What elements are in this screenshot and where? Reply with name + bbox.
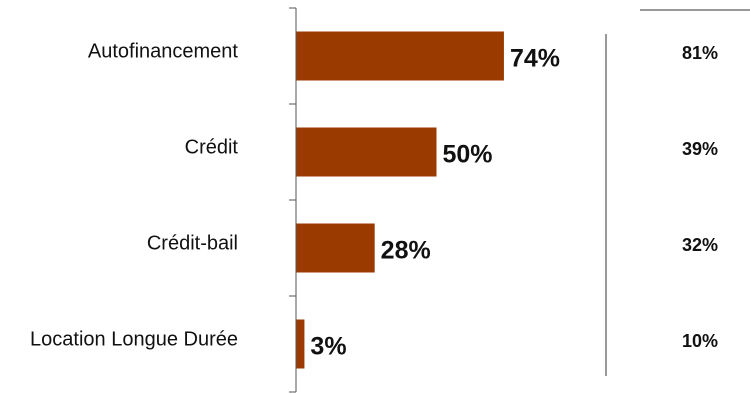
value-label: 50% [443, 141, 493, 169]
category-label: Autofinancement [88, 40, 239, 62]
bar-1 [296, 31, 504, 81]
bar-3 [296, 223, 375, 273]
bars-group [296, 31, 504, 369]
value-label: 3% [310, 333, 346, 361]
comparison-column: 81% 39% 32% 10% [605, 9, 750, 376]
category-label: Crédit [185, 136, 239, 158]
bar-4 [296, 319, 305, 369]
category-axis [289, 7, 297, 393]
bar-2 [296, 127, 437, 177]
comparison-label: 39% [682, 139, 718, 159]
comparison-label: 10% [682, 331, 718, 351]
category-label: Crédit-bail [147, 232, 238, 254]
labels-group: Autofinancement 74% Crédit 50% Crédit-bail 28… [30, 40, 560, 360]
comparison-label: 32% [682, 235, 718, 255]
value-label: 28% [381, 237, 431, 265]
value-label: 74% [510, 45, 560, 73]
category-label: Location Longue Durée [30, 328, 238, 350]
comparison-label: 81% [682, 43, 718, 63]
